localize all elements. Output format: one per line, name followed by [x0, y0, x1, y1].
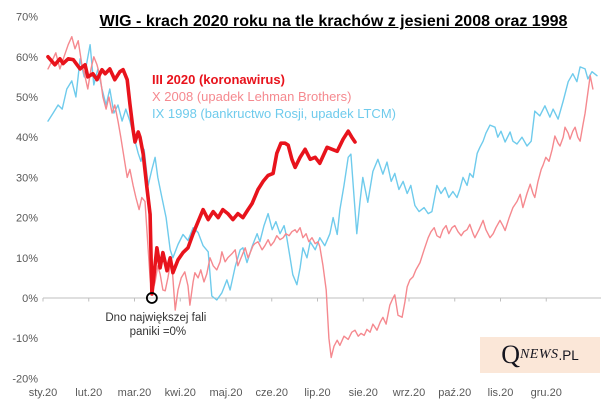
y-axis-label: -20%	[12, 373, 38, 385]
x-axis-label: lip.20	[304, 387, 330, 399]
y-axis-label: -10%	[12, 333, 38, 345]
legend-item-1998: IX 1998 (bankructwo Rosji, upadek LTCM)	[152, 106, 396, 121]
qnews-logo: Q NEWS .PL	[480, 337, 600, 373]
chart-title: WIG - krach 2020 roku na tle krachów z j…	[99, 13, 568, 30]
legend-item-2008: X 2008 (upadek Lehman Brothers)	[152, 89, 351, 104]
panic-bottom-annotation: Dno największej fali paniki =0%	[105, 292, 206, 338]
y-axis-label: 20%	[16, 213, 38, 225]
y-axis-label: 40%	[16, 132, 38, 144]
chart-legend: III 2020 (koronawirus) X 2008 (upadek Le…	[152, 72, 396, 121]
qnews-logo-news: NEWS	[519, 347, 559, 362]
x-axis-label: wrz.20	[392, 387, 425, 399]
x-axis-label: cze.20	[256, 387, 288, 399]
y-axis-label: 30%	[16, 172, 38, 184]
axis-layer: sty.20 lut.20 mar.20 kwi.20 maj.20 cze.20 lip.…	[12, 12, 601, 399]
panic-bottom-marker-icon	[145, 292, 158, 304]
qnews-logo-pl: .PL	[558, 347, 579, 363]
y-axis-label: 10%	[16, 253, 38, 265]
x-axis-label: paź.20	[438, 387, 471, 399]
x-axis-label: gru.20	[531, 387, 562, 399]
annotation-line-1: Dno największej fali	[105, 312, 206, 324]
x-axis-label: lut.20	[75, 387, 102, 399]
x-axis-label: sie.20	[349, 387, 378, 399]
series-line	[46, 54, 357, 296]
x-axis-label: maj.20	[209, 387, 242, 399]
series-layer	[46, 36, 598, 359]
y-axis-label: 0%	[22, 293, 38, 305]
y-axis-label: 60%	[16, 52, 38, 64]
y-axis-label: 70%	[16, 12, 38, 24]
x-axis-label: sty.20	[29, 387, 58, 399]
x-axis-label: mar.20	[118, 387, 152, 399]
annotation-line-2: paniki =0%	[130, 326, 187, 338]
x-axis-label: lis.20	[488, 387, 514, 399]
series-line	[47, 36, 594, 359]
x-axis-label: kwi.20	[165, 387, 196, 399]
y-axis-label: 50%	[16, 92, 38, 104]
legend-item-2020: III 2020 (koronawirus)	[152, 72, 285, 87]
qnews-logo-q: Q	[501, 340, 520, 369]
